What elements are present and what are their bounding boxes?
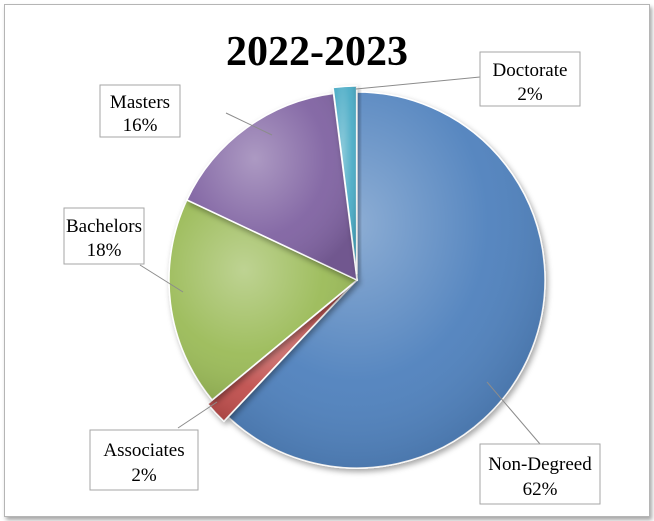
leader-non-degreed (486, 381, 541, 445)
label-doctorate-percent: 2% (517, 84, 543, 105)
leader-bachelors (139, 264, 184, 293)
label-non-degreed-percent: 62% (523, 479, 558, 500)
slice-masters-shine (186, 93, 357, 280)
label-masters-percent: 16% (123, 115, 158, 136)
slice-associates-shine (207, 284, 353, 422)
label-associates-name: Associates (103, 440, 184, 461)
leader-doctorate (355, 76, 481, 90)
label-masters-name: Masters (110, 92, 170, 113)
label-bachelors-percent: 18% (87, 240, 122, 261)
label-associates-percent: 2% (131, 465, 157, 486)
label-doctorate-name: Doctorate (493, 60, 568, 81)
label-doctorate: Doctorate 2% (479, 51, 581, 107)
pie-slices (168, 85, 546, 469)
slice-doctorate-shine (333, 86, 357, 275)
label-bachelors: Bachelors 18% (63, 207, 145, 265)
slice-non-degreed-shine (228, 92, 545, 468)
label-bachelors-name: Bachelors (66, 216, 142, 237)
leader-masters (225, 112, 273, 136)
chart-title: 2022-2023 (226, 29, 408, 75)
label-non-degreed-name: Non-Degreed (488, 454, 592, 475)
leader-associates (177, 401, 218, 429)
slice-bachelors-shine (168, 199, 357, 400)
label-associates: Associates 2% (89, 429, 199, 491)
label-non-degreed: Non-Degreed 62% (479, 443, 601, 505)
label-masters: Masters 16% (99, 84, 181, 138)
